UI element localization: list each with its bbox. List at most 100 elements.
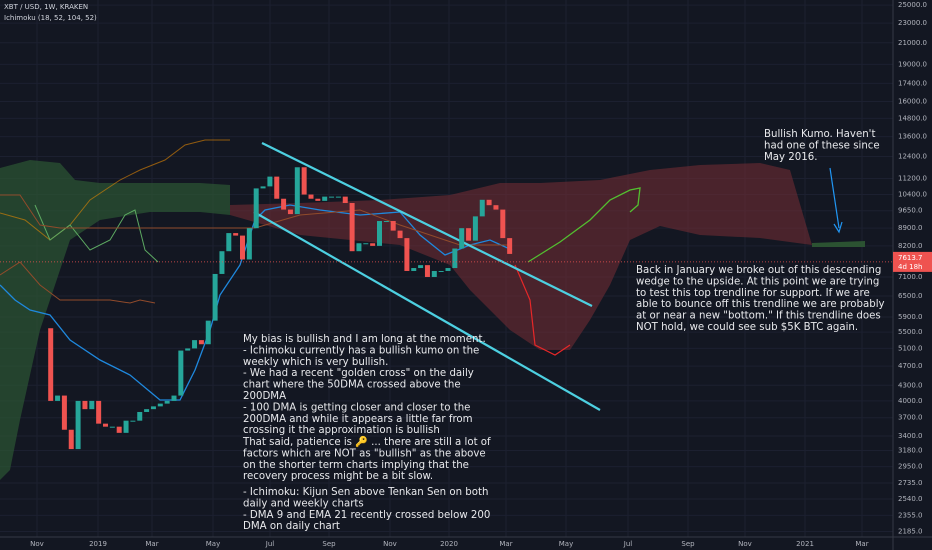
candle-body — [281, 198, 287, 210]
note-line: able to bounce off this trendline we are… — [636, 299, 885, 310]
candle-body — [212, 273, 218, 321]
candle-body — [96, 400, 102, 424]
note-line: 200DMA and while it appears a little far… — [243, 414, 473, 425]
x-tick-label: 2021 — [796, 540, 814, 548]
note-line: - Ichimoku currently has a bullish kumo … — [243, 345, 479, 356]
y-tick-label: 8900.0 — [898, 224, 923, 232]
y-tick-label: 9650.0 — [898, 207, 923, 215]
note-line: That said, patience is 🔑 ... there are s… — [242, 435, 491, 448]
candle-body — [137, 411, 143, 421]
candle-body — [55, 395, 61, 401]
candle-body — [308, 194, 314, 199]
x-tick-label: Jul — [623, 540, 633, 548]
candle-body — [61, 395, 67, 430]
note-line: factors which are NOT as "bullish" as th… — [243, 448, 486, 459]
notes: My bias is bullish and I am long at the … — [242, 129, 885, 532]
note-line: wedge to the upside. At this point we ar… — [636, 276, 879, 287]
y-tick-label: 2540.0 — [898, 495, 923, 503]
candle-body — [157, 403, 163, 407]
candle-body — [233, 233, 239, 236]
trendlines — [253, 142, 843, 411]
y-tick-label: 2735.0 — [898, 479, 923, 487]
candle-body — [178, 350, 184, 396]
note-line: - DMA 9 and EMA 21 recently crossed belo… — [243, 510, 490, 521]
candle-body — [507, 238, 513, 254]
red-cloud — [230, 163, 812, 350]
candle-body — [116, 426, 122, 433]
x-tick-label: Mar — [145, 540, 158, 548]
candle-body — [493, 205, 499, 210]
y-tick-label: 21000.0 — [898, 39, 927, 47]
candle-body — [370, 243, 376, 246]
candle-body — [123, 420, 129, 433]
candle-body — [185, 348, 191, 351]
candle-body — [397, 230, 403, 239]
x-tick-label: Sep — [681, 540, 695, 548]
x-tick-label: Mar — [855, 540, 868, 548]
upper-trendline — [261, 142, 593, 307]
grid — [0, 0, 893, 537]
y-tick-label: 5500.0 — [898, 328, 923, 336]
note-line: recovery process might be a bit slow. — [243, 471, 433, 482]
y-tick-label: 4000.0 — [898, 397, 923, 405]
candle-body — [329, 196, 335, 198]
candle-body — [418, 265, 424, 269]
note-line: - We had a recent "golden cross" on the … — [243, 368, 474, 379]
candle-body — [240, 235, 245, 260]
candle-body — [349, 203, 355, 252]
chikou-line — [0, 139, 230, 241]
candle-body — [109, 426, 115, 428]
candle-body — [89, 400, 95, 410]
note-line: on the shorter term charts implying that… — [243, 460, 469, 471]
price-tag — [893, 251, 932, 272]
ichimoku — [0, 139, 865, 480]
candle-body — [75, 400, 81, 450]
candle-body — [164, 400, 170, 404]
y-tick-label: 2185.0 — [898, 527, 923, 535]
x-tick-label: 2020 — [440, 540, 458, 548]
y-tick-label: 6500.0 — [898, 292, 923, 300]
candle-body — [48, 328, 54, 401]
candle-body — [342, 196, 348, 204]
note-line: - 100 DMA is getting closer and closer t… — [243, 402, 470, 413]
y-tick-label: 11200.0 — [898, 175, 927, 183]
note-line: My bias is bullish and I am long at the … — [243, 334, 486, 345]
candle-body — [192, 340, 198, 349]
note-line: at or near a new "bottom." If this trend… — [636, 311, 881, 322]
candle-body — [500, 209, 506, 239]
kijun-left — [0, 261, 156, 304]
note-line: to test this top trendline for support. … — [636, 288, 870, 299]
x-tick-label: Sep — [322, 540, 336, 548]
candle-body — [445, 268, 451, 271]
candle-body — [411, 268, 417, 271]
candle-body — [226, 233, 232, 252]
y-tick-label: 7100.0 — [898, 273, 923, 281]
y-tick-label: 25000.0 — [898, 1, 927, 9]
countdown: 4d 18h — [898, 263, 922, 271]
candle-body — [390, 221, 396, 231]
note-line: chart where the 50DMA crossed above the — [243, 380, 461, 391]
candle-body — [219, 251, 225, 274]
note-line: May 2016. — [764, 152, 817, 163]
note-line: daily and weekly charts — [243, 498, 364, 509]
candle-body — [452, 248, 458, 269]
candle-body — [459, 228, 465, 249]
candle-body — [356, 243, 362, 252]
x-tick-label: Nov — [30, 540, 44, 548]
tenkan-line — [0, 204, 513, 401]
candle-body — [438, 270, 444, 272]
green-kumo — [812, 241, 865, 247]
senkou-a-line — [527, 187, 641, 263]
candle-body — [205, 320, 211, 345]
note-line: had one of these since — [764, 140, 880, 151]
green-cloud — [0, 160, 230, 480]
y-tick-label: 3700.0 — [898, 414, 923, 422]
candle-body — [253, 188, 259, 229]
candle-body — [150, 406, 156, 410]
candle-body — [466, 228, 472, 241]
candle-body — [363, 243, 369, 245]
candle-body — [260, 186, 266, 189]
